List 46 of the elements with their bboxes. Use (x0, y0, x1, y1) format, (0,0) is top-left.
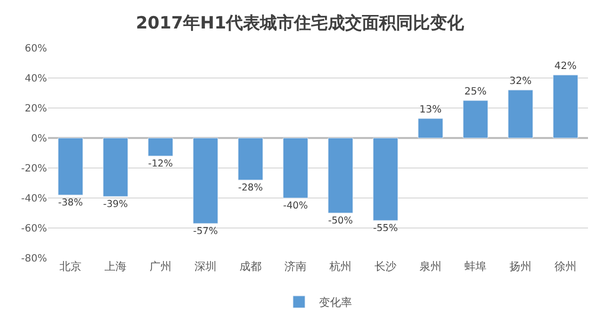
bar (418, 118, 444, 138)
y-tick-label: 0% (31, 134, 47, 144)
data-label: 32% (509, 76, 532, 87)
x-tick-label: 长沙 (374, 260, 396, 273)
data-label: -40% (283, 200, 308, 212)
data-label: 25% (464, 86, 487, 98)
bar (552, 74, 578, 138)
data-label: -57% (193, 226, 218, 238)
bar (58, 138, 84, 196)
x-tick-label: 广州 (150, 260, 172, 273)
bar (238, 138, 264, 180)
data-label: -39% (103, 199, 128, 210)
data-label: -38% (58, 198, 83, 209)
x-tick-label: 泉州 (420, 260, 442, 273)
data-label: -12% (148, 158, 173, 170)
y-tick-label: 40% (24, 74, 47, 84)
data-label: -55% (373, 223, 398, 234)
y-tick-label: 60% (24, 44, 47, 54)
x-tick-label: 深圳 (194, 260, 216, 273)
bar (372, 138, 398, 221)
data-label: -50% (328, 216, 353, 227)
bar (462, 100, 488, 138)
x-tick-label: 成都 (240, 260, 262, 273)
chart-title: 2017年H1代表城市住宅成交面积同比变化 (136, 13, 466, 34)
bar (328, 138, 354, 214)
x-tick-label: 济南 (284, 260, 306, 273)
bar (102, 138, 128, 197)
y-tick-label: -40% (21, 194, 47, 204)
data-label: 42% (554, 61, 577, 72)
y-tick-label: -20% (21, 164, 47, 174)
data-label: -28% (238, 182, 263, 194)
y-tick-label: -60% (21, 224, 47, 234)
bar (148, 138, 174, 156)
x-tick-label: 蚌埠 (464, 260, 486, 273)
y-tick-label: -80% (21, 254, 47, 264)
y-tick-label: 20% (24, 104, 47, 114)
x-tick-label: 扬州 (510, 260, 532, 273)
legend-label: 变化率 (319, 296, 352, 310)
x-tick-label: 杭州 (328, 260, 352, 273)
bar (282, 138, 308, 198)
data-label: 13% (419, 104, 442, 116)
x-tick-label: 徐州 (554, 260, 576, 273)
x-tick-label: 上海 (104, 260, 126, 273)
x-tick-label: 北京 (60, 260, 82, 273)
bar (508, 90, 534, 138)
bar (192, 138, 218, 224)
